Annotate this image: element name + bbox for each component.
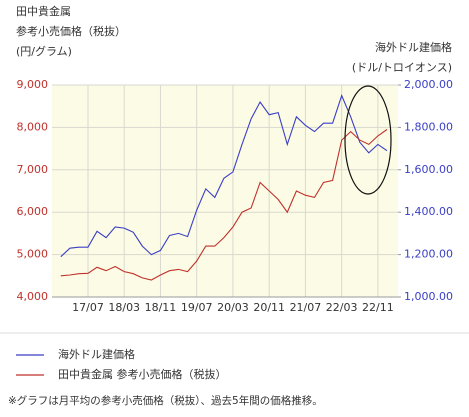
- y2-axis-title: (ドル/トロイオンス): [352, 61, 452, 74]
- x-tick-label: 17/07: [72, 301, 104, 314]
- y-tick-label: 5,000: [17, 248, 49, 261]
- legend-label: 田中貴金属 参考小売価格（税抜）: [58, 367, 227, 381]
- y-tick-label: 9,000: [17, 78, 49, 91]
- x-tick-label: 19/07: [181, 301, 213, 314]
- x-tick-label: 21/07: [290, 301, 322, 314]
- y-tick-label: 4,000: [17, 290, 49, 303]
- legend-label: 海外ドル建価格: [58, 347, 135, 361]
- note: ※グラフは月平均の参考小売価格（税抜）、過去5年間の価格推移。: [8, 394, 323, 407]
- y2-tick-label: 1,000.00: [404, 290, 453, 303]
- x-tick-label: 20/11: [253, 301, 285, 314]
- y2-tick-label: 2,000.00: [404, 78, 453, 91]
- y2-tick-label: 1,200.00: [404, 248, 453, 261]
- y2-axis-title: 海外ドル建価格: [375, 40, 452, 54]
- x-tick-label: 18/03: [108, 301, 140, 314]
- y2-tick-label: 1,400.00: [404, 205, 453, 218]
- plot-area: [52, 85, 398, 297]
- y-tick-label: 7,000: [17, 163, 49, 176]
- y2-tick-label: 1,800.00: [404, 120, 453, 133]
- annotation-circle: [344, 85, 392, 195]
- y-axis-title: (円/グラム): [16, 44, 72, 58]
- y-axis-title: 田中貴金属: [16, 4, 71, 18]
- y-tick-label: 6,000: [17, 205, 49, 218]
- y-axis-title: 参考小売価格（税抜）: [16, 24, 126, 38]
- y2-tick-label: 1,600.00: [404, 163, 453, 176]
- x-tick-label: 20/03: [217, 301, 249, 314]
- y-tick-label: 8,000: [17, 120, 49, 133]
- series-line: [60, 94, 388, 258]
- x-tick-label: 18/11: [145, 301, 177, 314]
- series-line: [60, 129, 388, 281]
- x-tick-label: 22/03: [326, 301, 358, 314]
- x-tick-label: 22/11: [362, 301, 394, 314]
